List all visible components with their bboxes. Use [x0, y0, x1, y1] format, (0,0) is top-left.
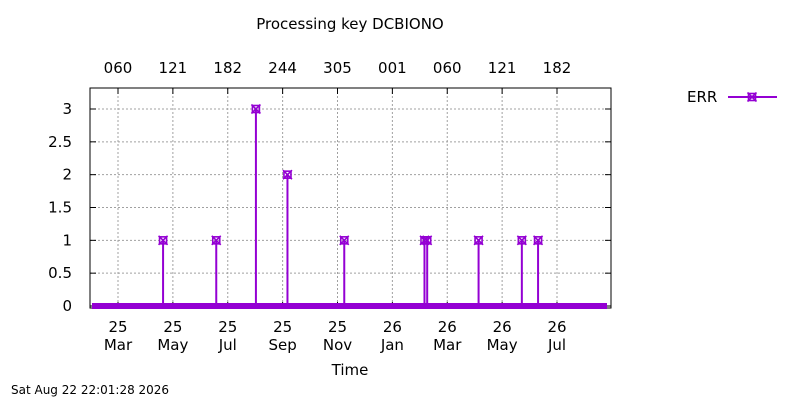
x-tick-month: Jan	[380, 336, 404, 354]
x-tick-day: 25	[108, 318, 127, 336]
x-tick-day: 26	[493, 318, 512, 336]
y-tick-label: 2.5	[48, 133, 72, 151]
y-tick-label: 3	[62, 100, 72, 118]
x-tick-month: Jul	[218, 336, 237, 354]
data-point	[473, 235, 484, 246]
data-point	[422, 235, 433, 246]
x2-tick-label: 121	[159, 59, 188, 77]
series-err	[92, 103, 607, 309]
legend-label: ERR	[687, 88, 718, 106]
x-tick-month: Jul	[547, 336, 566, 354]
x2-tick-label: 001	[378, 59, 407, 77]
x-tick-day: 26	[438, 318, 457, 336]
legend-swatch	[728, 91, 777, 103]
legend-marker	[746, 91, 758, 103]
x-tick-day: 26	[383, 318, 402, 336]
x-tick-day: 25	[163, 318, 182, 336]
footer-timestamp: Sat Aug 22 22:01:28 2026	[11, 383, 170, 397]
x2-tick-label: 182	[543, 59, 572, 77]
x2-tick-label: 305	[323, 59, 352, 77]
data-point	[533, 235, 544, 246]
x-tick-month: Nov	[323, 336, 352, 354]
y-tick-label: 2	[62, 166, 72, 184]
x2-tick-label: 244	[268, 59, 297, 77]
x-tick-day: 25	[328, 318, 347, 336]
data-point	[339, 235, 350, 246]
y-axis: 0 0.5 1 1.5 2 2.5 3	[48, 100, 611, 315]
x-tick-day: 25	[273, 318, 292, 336]
chart-title: Processing key DCBIONO	[256, 15, 444, 33]
plot-frame	[89, 87, 612, 309]
x-axis-label: Time	[331, 361, 369, 379]
y-tick-label: 1.5	[48, 199, 72, 217]
x2-tick-label: 060	[104, 59, 133, 77]
x-axis: 25Mar25May25Jul25Sep25Nov26Jan26Mar26May…	[104, 302, 567, 354]
x2-tick-label: 182	[213, 59, 242, 77]
grid-lines	[90, 88, 611, 308]
x-tick-month: Sep	[268, 336, 296, 354]
y-tick-label: 0.5	[48, 264, 72, 282]
x2-axis: 060 121 182 244 305 001 060 121 182	[104, 59, 572, 94]
data-point	[158, 235, 169, 246]
x2-tick-label: 060	[433, 59, 462, 77]
y-tick-label: 0	[62, 297, 72, 315]
data-point	[250, 103, 261, 115]
data-point	[746, 91, 758, 103]
x2-tick-label: 121	[488, 59, 517, 77]
x-tick-month: Mar	[104, 336, 133, 354]
x-tick-day: 25	[218, 318, 237, 336]
x-tick-day: 26	[547, 318, 566, 336]
data-point	[211, 235, 222, 246]
x-tick-month: May	[157, 336, 188, 354]
data-point	[282, 169, 293, 180]
data-point	[516, 235, 527, 246]
y-tick-label: 1	[62, 231, 72, 249]
x-tick-month: Mar	[433, 336, 462, 354]
x-tick-month: May	[487, 336, 518, 354]
